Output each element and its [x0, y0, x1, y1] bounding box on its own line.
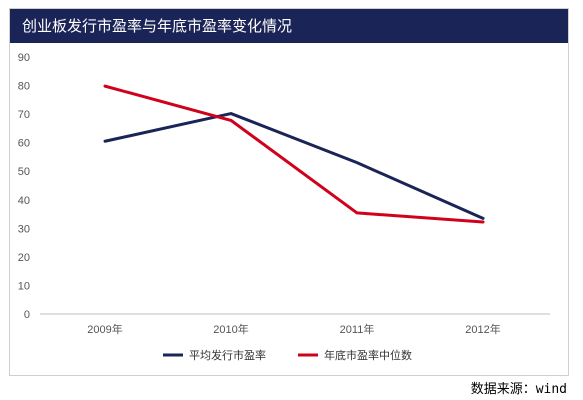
series-line-2 [103, 84, 485, 224]
legend-label: 年底市盈率中位数 [324, 348, 412, 362]
y-tick-label: 10 [18, 280, 30, 292]
x-tick-label: 2012年 [465, 322, 500, 336]
chart-header: 创业板发行市盈率与年底市盈率变化情况 [10, 9, 568, 43]
y-tick-label: 80 [18, 81, 30, 93]
x-tick-label: 2011年 [340, 322, 375, 336]
legend-label: 平均发行市盈率 [189, 348, 266, 362]
chart-title: 创业板发行市盈率与年底市盈率变化情况 [22, 17, 293, 35]
x-tick-label: 2009年 [87, 322, 122, 336]
data-point [481, 220, 485, 224]
data-point [103, 84, 107, 88]
y-tick-label: 50 [18, 166, 30, 178]
data-point [355, 211, 359, 215]
x-tick-label: 2010年 [213, 322, 248, 336]
y-tick-label: 40 [18, 195, 30, 207]
chart-frame: 创业板发行市盈率与年底市盈率变化情况 [9, 8, 569, 376]
series-line-1 [103, 112, 485, 220]
data-point [229, 112, 233, 115]
y-tick-label: 20 [18, 252, 30, 264]
source-note: 数据来源：wind [470, 382, 567, 397]
data-point [103, 140, 107, 143]
y-tick-label: 0 [24, 309, 30, 321]
data-point [229, 119, 233, 122]
data-point [355, 161, 359, 164]
y-tick-label: 60 [18, 138, 30, 150]
y-tick-label: 90 [18, 52, 30, 64]
y-tick-label: 70 [18, 109, 30, 121]
data-point [481, 217, 485, 220]
y-tick-label: 30 [18, 223, 30, 235]
